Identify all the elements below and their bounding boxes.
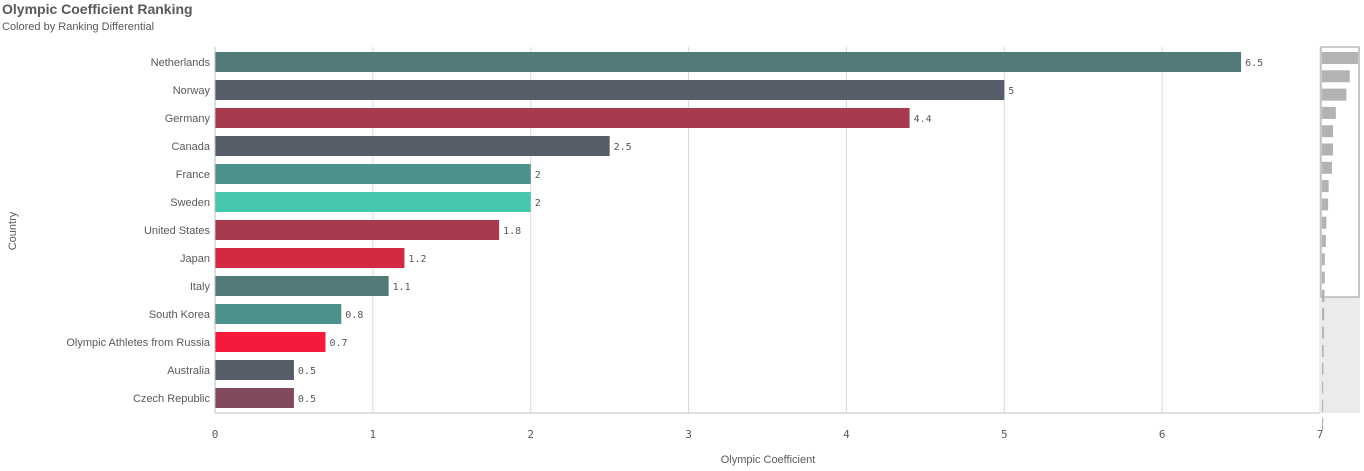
data-label: 5 (1008, 86, 1014, 97)
minimap-bar (1322, 344, 1324, 357)
minimap-bar (1322, 289, 1325, 302)
minimap-bar (1322, 308, 1325, 321)
chart-subtitle: Colored by Ranking Differential (2, 21, 155, 33)
minimap-bar (1322, 52, 1358, 64)
minimap-bar (1322, 418, 1324, 430)
bar (215, 388, 294, 408)
bar (215, 164, 531, 184)
data-label: 1.2 (408, 254, 426, 265)
minimap-bar (1322, 161, 1332, 174)
category-label: Canada (171, 141, 210, 153)
category-label: Netherlands (151, 57, 211, 69)
data-label: 1.1 (393, 282, 411, 293)
minimap-bar (1322, 125, 1334, 138)
x-axis-label: Olympic Coefficient (721, 454, 816, 466)
minimap-bar (1322, 253, 1325, 266)
scroll-minimap[interactable] (1320, 46, 1360, 430)
bar (215, 304, 342, 324)
minimap-bar (1322, 235, 1326, 247)
x-tick-label: 2 (527, 428, 534, 441)
category-label: Italy (190, 281, 211, 293)
category-label: South Korea (149, 309, 211, 321)
minimap-bar (1322, 326, 1324, 339)
bar (215, 192, 531, 212)
data-label: 1.8 (503, 226, 521, 237)
bar (215, 332, 326, 352)
x-axis: 0 1 2 3 4 5 6 7 (212, 47, 1324, 441)
chart-title: Olympic Coefficient Ranking (2, 1, 193, 17)
x-tick-label: 6 (1159, 428, 1166, 441)
category-label: United States (144, 225, 211, 237)
bar (215, 80, 1005, 100)
category-label: Germany (165, 113, 211, 125)
bar (215, 108, 910, 128)
bar (215, 276, 389, 296)
x-tick-label: 1 (370, 428, 377, 441)
minimap-bar (1322, 216, 1327, 229)
category-label: Norway (173, 85, 211, 97)
category-label: Czech Republic (133, 393, 211, 405)
minimap-bar (1322, 381, 1324, 394)
bar (215, 360, 294, 380)
data-label: 6.5 (1245, 58, 1263, 69)
data-label: 4.4 (914, 114, 932, 125)
data-label: 0.7 (330, 338, 348, 349)
x-tick-label: 3 (685, 428, 692, 441)
x-tick-label: 7 (1317, 428, 1324, 441)
bar (215, 136, 610, 156)
category-label: Japan (180, 253, 210, 265)
bars: 6.5 5 4.4 2.5 2 2 1.8 1.2 1.1 0.8 0.7 0.5 0.5 (215, 52, 1263, 408)
x-tick-label: 4 (843, 428, 850, 441)
data-label: 2 (535, 170, 541, 181)
minimap-bar (1322, 88, 1347, 101)
x-tick-label: 0 (212, 428, 219, 441)
category-labels: Netherlands Norway Germany Canada France Swed… (66, 57, 211, 405)
minimap-bar (1322, 271, 1325, 284)
minimap-bar (1322, 363, 1324, 376)
minimap-bar (1322, 399, 1324, 412)
minimap-bar (1322, 143, 1334, 156)
minimap-bar (1322, 198, 1329, 211)
bar (215, 248, 405, 268)
category-label: Australia (167, 365, 211, 377)
bar (215, 220, 500, 240)
data-label: 2 (535, 198, 541, 209)
data-label: 0.8 (345, 310, 363, 321)
x-tick-label: 5 (1001, 428, 1008, 441)
data-label: 0.5 (298, 366, 316, 377)
minimap-bar (1322, 180, 1329, 193)
minimap-bar (1322, 106, 1336, 119)
bar (215, 52, 1242, 72)
category-label: France (176, 169, 210, 181)
data-label: 2.5 (614, 142, 632, 153)
y-axis-label: Country (7, 211, 19, 250)
category-label: Sweden (170, 197, 210, 209)
minimap-bar (1322, 70, 1350, 83)
data-label: 0.5 (298, 394, 316, 405)
category-label: Olympic Athletes from Russia (66, 337, 211, 349)
